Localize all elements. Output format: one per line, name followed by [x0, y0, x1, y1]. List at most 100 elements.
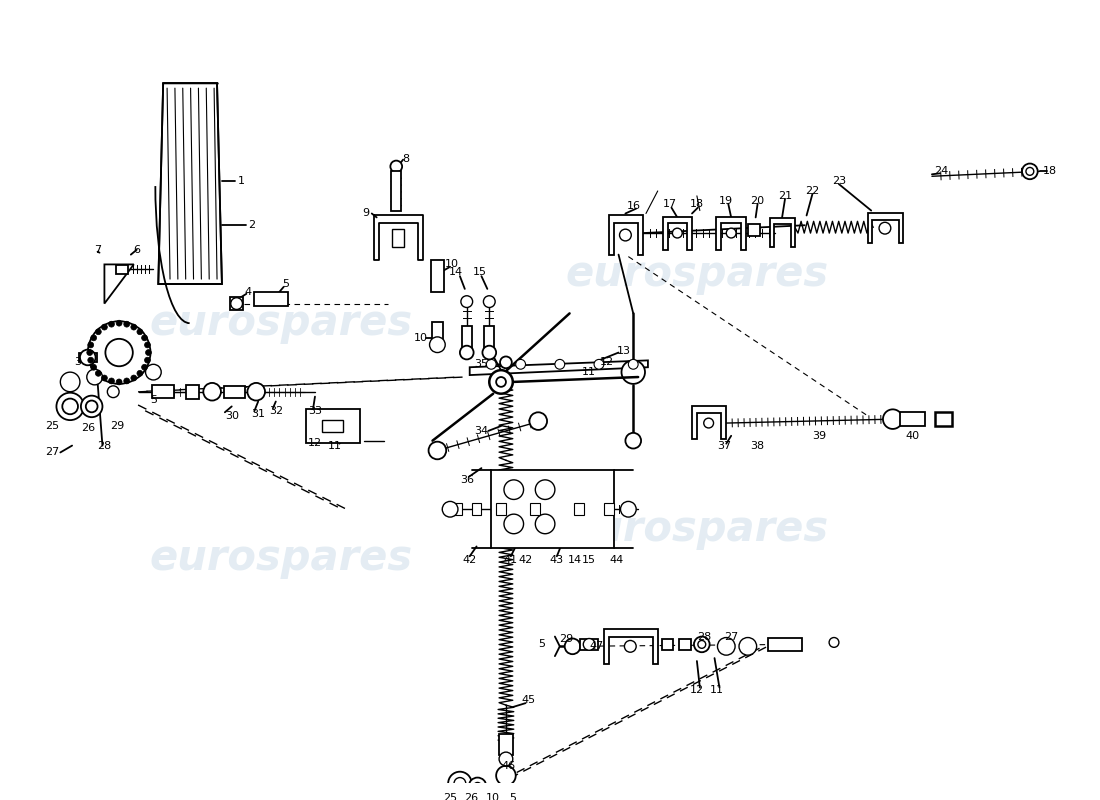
Polygon shape: [662, 218, 692, 250]
Bar: [393, 229, 404, 246]
Circle shape: [454, 778, 465, 790]
Circle shape: [739, 638, 757, 655]
Bar: [507, 786, 515, 794]
Circle shape: [63, 398, 78, 414]
Circle shape: [145, 364, 162, 380]
Bar: [452, 503, 462, 515]
Circle shape: [483, 296, 495, 307]
Polygon shape: [692, 406, 726, 438]
Circle shape: [90, 364, 97, 370]
Circle shape: [536, 480, 554, 499]
Circle shape: [564, 638, 581, 654]
Text: 11: 11: [328, 441, 342, 450]
Text: 28: 28: [97, 441, 111, 450]
Polygon shape: [604, 629, 658, 664]
Text: eurospares: eurospares: [565, 508, 828, 550]
Circle shape: [96, 329, 101, 334]
Circle shape: [496, 377, 506, 387]
Circle shape: [124, 322, 130, 327]
Text: 3: 3: [75, 358, 81, 367]
Bar: [79, 353, 97, 362]
Polygon shape: [868, 214, 903, 243]
Circle shape: [101, 375, 108, 381]
Bar: [472, 503, 482, 515]
Polygon shape: [104, 265, 134, 303]
Bar: [117, 265, 128, 274]
Circle shape: [529, 412, 547, 430]
Circle shape: [429, 337, 446, 353]
Text: 10: 10: [486, 793, 500, 800]
Bar: [680, 638, 691, 650]
Circle shape: [88, 342, 94, 348]
Text: 4: 4: [245, 287, 252, 297]
Circle shape: [1026, 167, 1034, 175]
Circle shape: [625, 641, 636, 652]
Circle shape: [390, 161, 403, 172]
Circle shape: [448, 772, 472, 795]
Circle shape: [131, 324, 136, 330]
Circle shape: [87, 370, 102, 385]
Circle shape: [496, 766, 516, 786]
Circle shape: [594, 359, 604, 370]
Text: 35: 35: [474, 359, 488, 370]
Text: 29: 29: [110, 421, 124, 431]
Bar: [900, 412, 925, 426]
Circle shape: [117, 379, 122, 385]
Bar: [604, 503, 614, 515]
Circle shape: [142, 335, 147, 341]
Text: 30: 30: [224, 411, 239, 422]
Circle shape: [726, 228, 736, 238]
Circle shape: [879, 222, 891, 234]
Text: 31: 31: [251, 410, 265, 419]
Circle shape: [204, 383, 221, 401]
Circle shape: [442, 502, 458, 517]
Text: 5: 5: [509, 793, 516, 800]
Circle shape: [461, 296, 473, 307]
Circle shape: [56, 393, 84, 420]
Circle shape: [136, 370, 143, 376]
Text: 28: 28: [697, 631, 712, 642]
Text: 15: 15: [473, 267, 486, 278]
Bar: [935, 412, 953, 426]
Bar: [153, 386, 174, 398]
Bar: [496, 503, 506, 515]
Circle shape: [88, 322, 151, 384]
Text: 36: 36: [460, 475, 474, 485]
Bar: [230, 297, 243, 310]
Text: 5: 5: [282, 279, 289, 289]
Text: 42: 42: [518, 555, 532, 565]
Circle shape: [248, 383, 265, 401]
Text: 34: 34: [474, 426, 488, 436]
Bar: [530, 503, 540, 515]
Circle shape: [694, 637, 710, 652]
Circle shape: [628, 359, 638, 370]
Text: 21: 21: [778, 191, 792, 201]
Text: 19: 19: [719, 196, 734, 206]
Text: 40: 40: [905, 430, 920, 441]
Polygon shape: [492, 470, 614, 549]
Text: 32: 32: [268, 406, 283, 416]
Bar: [322, 420, 343, 432]
Circle shape: [504, 480, 524, 499]
Text: 20: 20: [750, 196, 764, 206]
Text: 29: 29: [560, 634, 574, 645]
Circle shape: [474, 782, 482, 790]
Text: 24: 24: [935, 166, 949, 176]
Circle shape: [554, 359, 564, 370]
Polygon shape: [158, 83, 222, 284]
Text: 22: 22: [805, 186, 820, 196]
Text: 18: 18: [1043, 166, 1056, 176]
Circle shape: [672, 228, 682, 238]
Circle shape: [90, 335, 97, 341]
Text: 13: 13: [616, 346, 630, 355]
Text: eurospares: eurospares: [150, 538, 412, 579]
Bar: [768, 638, 802, 651]
Circle shape: [109, 322, 114, 327]
Text: 15: 15: [582, 555, 596, 565]
Circle shape: [131, 375, 136, 381]
Circle shape: [96, 370, 101, 376]
Text: 7: 7: [94, 245, 101, 254]
Text: 39: 39: [812, 430, 826, 441]
Bar: [186, 385, 199, 398]
Text: 26: 26: [464, 793, 478, 800]
